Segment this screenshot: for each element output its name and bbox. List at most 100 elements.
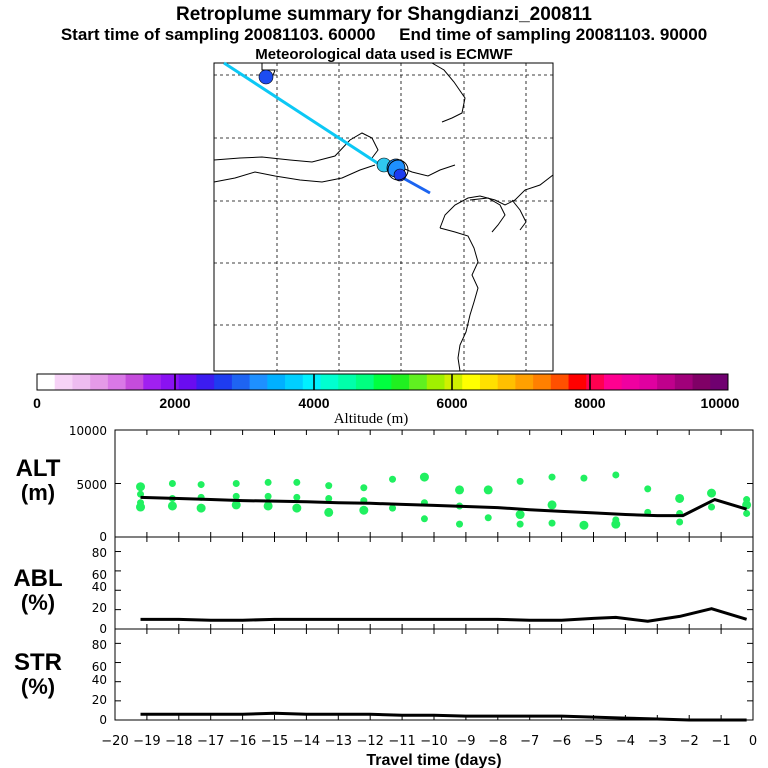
colorbar-cell (603, 374, 623, 390)
alt-ytick: 5000 (76, 478, 107, 492)
abl-ytick: 60 (92, 568, 107, 582)
colorbar-cell (462, 374, 481, 390)
alt-particle-point (580, 474, 588, 482)
x-tick-label: −12 (356, 734, 383, 749)
str-ytick: 20 (92, 693, 107, 707)
alt-particle-point (675, 493, 685, 503)
colorbar-cell (143, 374, 162, 390)
alt-particle-point (232, 480, 240, 487)
colorbar-cell (196, 374, 215, 390)
str-ytick: 0 (99, 713, 107, 727)
alt-particle-point (516, 477, 524, 485)
x-tick-label: −16 (229, 734, 256, 749)
abl-ytick: 20 (92, 601, 107, 615)
x-tick-label: −17 (197, 734, 224, 749)
colorbar-cell (373, 374, 392, 390)
alt-particle-point (264, 492, 272, 500)
alt-particle-point (196, 503, 206, 513)
alt-particle-point (455, 485, 465, 495)
x-axis-label: Travel time (days) (366, 752, 501, 768)
alt-particle-point (197, 481, 205, 489)
alt-particle-point (136, 482, 146, 492)
alt-particle-point (324, 507, 334, 517)
colorbar-label: Altitude (m) (334, 411, 409, 427)
colorbar-cell (107, 374, 127, 390)
x-tick-label: −5 (584, 734, 603, 749)
x-tick-label: −10 (420, 734, 447, 749)
alt-panel-unit: (m) (21, 480, 55, 505)
colorbar-cell (125, 374, 144, 390)
receptor-marker (387, 159, 409, 181)
colorbar-cell (54, 374, 73, 390)
x-tick-label: −3 (648, 734, 667, 749)
alt-particle-point (325, 482, 333, 490)
colorbar-cell (586, 374, 605, 390)
colorbar-tick: 8000 (574, 395, 605, 411)
str-ytick: 40 (92, 673, 107, 687)
x-tick-label: −18 (165, 734, 192, 749)
alt-particle-point (579, 520, 589, 530)
alt-ytick: 0 (99, 530, 107, 544)
alt-particle-point (263, 501, 273, 511)
plume-marker (258, 69, 274, 85)
colorbar-cell (550, 374, 570, 390)
alt-particle-point (548, 473, 556, 481)
alt-particle-point (484, 514, 492, 522)
colorbar-cell (657, 374, 676, 390)
colorbar-cell (444, 374, 463, 390)
panels-frame (114, 429, 754, 721)
colorbar-cell (409, 374, 428, 390)
colorbar-cell (674, 374, 694, 390)
alt-particle-point (232, 492, 240, 500)
alt-particle-point (611, 519, 621, 529)
x-tick-label: −4 (616, 734, 635, 749)
sampling-line: Start time of sampling 20081103. 60000 E… (60, 25, 708, 44)
alt-particle-point (644, 485, 652, 493)
x-tick-label: −9 (456, 734, 475, 749)
plume-trajectory (223, 61, 431, 195)
colorbar-cell (249, 374, 268, 390)
colorbar-cell (285, 374, 304, 390)
colorbar-cell (515, 374, 534, 390)
alt-particle-point (516, 520, 524, 528)
alt-particle-point (360, 484, 368, 492)
colorbar-cell (621, 374, 640, 390)
x-tick-label: −13 (325, 734, 352, 749)
colorbar-tick: 4000 (298, 395, 329, 411)
colorbar-cell (533, 374, 552, 390)
alt-particle-point (707, 488, 717, 498)
colorbar-cell (692, 374, 711, 390)
colorbar-cell (90, 374, 109, 390)
str-ytick: 60 (92, 660, 107, 674)
colorbar-cell (320, 374, 339, 390)
colorbar-cell (391, 374, 410, 390)
colorbar-cell (568, 374, 587, 390)
alt-particle-point (293, 478, 301, 486)
alt-panel-label: ALT (16, 455, 61, 482)
colorbar-cell (302, 374, 321, 390)
colorbar-cell (37, 374, 56, 390)
colorbar-cell (231, 374, 251, 390)
x-tick-label: 0 (749, 734, 757, 749)
abl-ytick: 40 (92, 580, 107, 594)
alt-particle-point (612, 471, 620, 479)
alt-particle-point (292, 503, 302, 513)
colorbar-cell (355, 374, 375, 390)
str-panel-unit: (%) (21, 674, 55, 699)
x-tick-label: −14 (293, 734, 320, 749)
colorbar-cell (161, 374, 180, 390)
alt-particle-point (547, 500, 557, 510)
map-frame (213, 62, 554, 372)
alt-particle-point (136, 502, 146, 512)
x-tick-label: −7 (520, 734, 539, 749)
alt-particle-point (456, 520, 464, 528)
colorbar-cell (72, 374, 91, 390)
alt-particle-point (389, 504, 397, 512)
alt-particle-point (419, 472, 429, 482)
x-tick-label: −20 (101, 734, 128, 749)
alt-particle-point (325, 494, 333, 502)
alt-particle-point (708, 503, 716, 511)
alt-particle-point (359, 505, 369, 515)
colorbar-tick: 2000 (159, 395, 190, 411)
